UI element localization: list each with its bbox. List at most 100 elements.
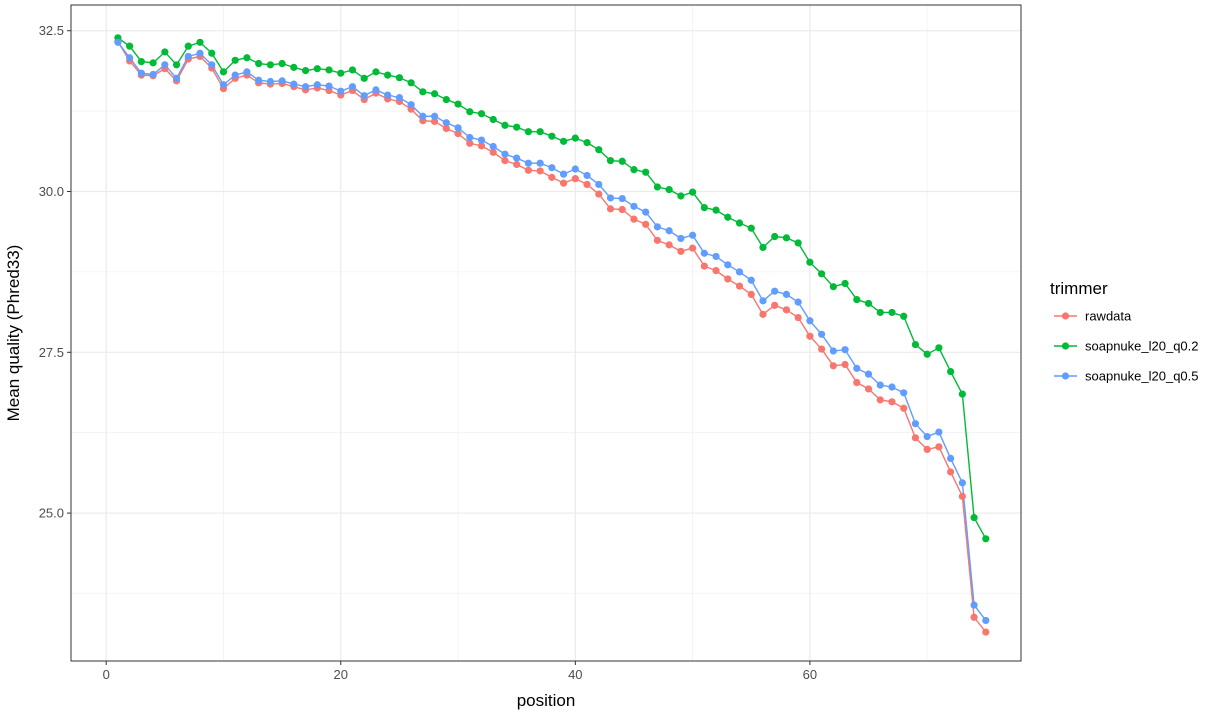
data-point-soapnuke-l20-q0-5: [407, 101, 415, 109]
data-point-soapnuke-l20-q0-5: [477, 136, 486, 144]
data-point-soapnuke-l20-q0-2: [337, 69, 345, 77]
data-point-soapnuke-l20-q0-2: [219, 68, 228, 76]
data-point-soapnuke-l20-q0-2: [689, 188, 697, 196]
data-point-soapnuke-l20-q0-2: [841, 279, 849, 288]
y-axis-title: Mean quality (Phred33): [4, 245, 23, 422]
data-point-rawdata: [689, 244, 697, 252]
data-point-soapnuke-l20-q0-5: [595, 180, 603, 189]
data-point-soapnuke-l20-q0-5: [876, 381, 884, 389]
data-point-soapnuke-l20-q0-5: [571, 165, 579, 173]
data-point-soapnuke-l20-q0-5: [935, 428, 943, 436]
data-point-soapnuke-l20-q0-2: [806, 258, 814, 266]
data-point-soapnuke-l20-q0-2: [618, 157, 626, 165]
data-point-rawdata: [806, 332, 814, 340]
data-point-soapnuke-l20-q0-2: [735, 219, 744, 227]
data-point-rawdata: [630, 215, 638, 223]
data-point-soapnuke-l20-q0-2: [747, 224, 755, 232]
data-point-soapnuke-l20-q0-2: [571, 134, 579, 142]
data-point-soapnuke-l20-q0-2: [243, 54, 251, 62]
data-point-soapnuke-l20-q0-2: [372, 68, 380, 76]
data-point-soapnuke-l20-q0-2: [606, 157, 615, 165]
data-point-soapnuke-l20-q0-5: [172, 74, 181, 82]
data-point-soapnuke-l20-q0-2: [524, 128, 533, 136]
data-point-soapnuke-l20-q0-5: [313, 81, 321, 89]
data-point-soapnuke-l20-q0-5: [360, 92, 368, 100]
data-point-soapnuke-l20-q0-2: [196, 38, 204, 46]
data-point-soapnuke-l20-q0-2: [430, 90, 439, 98]
legend-key-point-rawdata: [1061, 312, 1070, 320]
y-axis: 25.0 27.5 30.0 32.5: [39, 23, 71, 521]
data-point-soapnuke-l20-q0-2: [536, 128, 544, 136]
data-point-soapnuke-l20-q0-2: [184, 42, 192, 50]
data-point-rawdata: [900, 404, 908, 412]
data-point-soapnuke-l20-q0-2: [442, 95, 450, 104]
data-point-rawdata: [571, 175, 579, 183]
panel-border: [70, 4, 1022, 662]
data-point-soapnuke-l20-q0-2: [278, 59, 286, 68]
data-point-soapnuke-l20-q0-5: [806, 317, 814, 325]
data-point-soapnuke-l20-q0-2: [911, 340, 920, 349]
data-point-soapnuke-l20-q0-5: [536, 159, 544, 167]
data-point-soapnuke-l20-q0-5: [677, 234, 685, 243]
data-point-soapnuke-l20-q0-5: [818, 330, 826, 338]
data-point-soapnuke-l20-q0-2: [829, 283, 837, 291]
data-point-rawdata: [513, 160, 521, 169]
data-point-soapnuke-l20-q0-2: [665, 185, 673, 194]
data-point-soapnuke-l20-q0-5: [712, 252, 720, 261]
data-point-soapnuke-l20-q0-2: [489, 115, 497, 124]
data-point-soapnuke-l20-q0-2: [419, 88, 427, 96]
data-point-soapnuke-l20-q0-5: [853, 364, 861, 372]
data-point-soapnuke-l20-q0-5: [700, 249, 708, 257]
data-point-soapnuke-l20-q0-5: [337, 87, 345, 95]
data-point-soapnuke-l20-q0-2: [384, 71, 392, 79]
data-point-soapnuke-l20-q0-2: [653, 183, 662, 191]
data-point-soapnuke-l20-q0-5: [747, 276, 755, 284]
data-point-soapnuke-l20-q0-2: [290, 63, 298, 71]
data-point-soapnuke-l20-q0-5: [771, 287, 779, 295]
data-point-rawdata: [442, 124, 450, 133]
data-point-soapnuke-l20-q0-5: [759, 297, 767, 305]
data-point-rawdata: [501, 157, 509, 165]
data-point-soapnuke-l20-q0-2: [935, 344, 943, 352]
data-point-soapnuke-l20-q0-2: [477, 110, 486, 118]
legend-title: trimmer: [1050, 279, 1108, 298]
data-point-soapnuke-l20-q0-2: [630, 166, 638, 174]
data-point-soapnuke-l20-q0-5: [630, 202, 638, 210]
data-point-rawdata: [841, 360, 849, 369]
data-point-soapnuke-l20-q0-5: [137, 69, 145, 77]
data-point-soapnuke-l20-q0-5: [161, 61, 169, 69]
legend: trimmer rawdata soapnuke_l20_q0.2 soapnuke…: [1050, 279, 1199, 384]
x-axis-title: position: [517, 691, 576, 710]
y-tick-label: 30.0: [39, 184, 64, 199]
data-point-rawdata: [876, 396, 884, 404]
x-tick-label: 0: [103, 667, 110, 682]
data-point-soapnuke-l20-q0-2: [958, 390, 966, 398]
data-point-rawdata: [677, 247, 685, 255]
data-point-soapnuke-l20-q0-2: [794, 239, 802, 247]
data-point-rawdata: [489, 148, 497, 156]
data-point-rawdata: [818, 345, 826, 353]
data-point-rawdata: [548, 173, 556, 181]
data-point-soapnuke-l20-q0-5: [301, 83, 310, 91]
data-point-rawdata: [712, 267, 720, 275]
data-point-soapnuke-l20-q0-2: [947, 367, 955, 376]
data-point-rawdata: [935, 443, 943, 451]
data-point-soapnuke-l20-q0-2: [700, 203, 708, 212]
data-point-soapnuke-l20-q0-2: [724, 213, 732, 221]
legend-key-point-soapnuke-l20-q0-5: [1061, 372, 1070, 380]
legend-label-soapnuke-l20-q0-5: soapnuke_l20_q0.5: [1085, 369, 1199, 384]
data-point-rawdata: [524, 166, 533, 174]
data-point-soapnuke-l20-q0-5: [782, 290, 791, 299]
data-point-soapnuke-l20-q0-5: [243, 68, 251, 76]
data-point-soapnuke-l20-q0-2: [982, 535, 990, 543]
data-point-rawdata: [735, 282, 744, 290]
data-point-soapnuke-l20-q0-2: [970, 513, 978, 522]
data-point-soapnuke-l20-q0-2: [888, 308, 896, 317]
data-point-rawdata: [724, 275, 732, 283]
data-point-rawdata: [782, 306, 791, 314]
data-point-rawdata: [794, 313, 802, 322]
data-point-rawdata: [958, 492, 966, 500]
data-point-soapnuke-l20-q0-5: [888, 383, 896, 391]
minor-gridlines: [71, 5, 1021, 661]
